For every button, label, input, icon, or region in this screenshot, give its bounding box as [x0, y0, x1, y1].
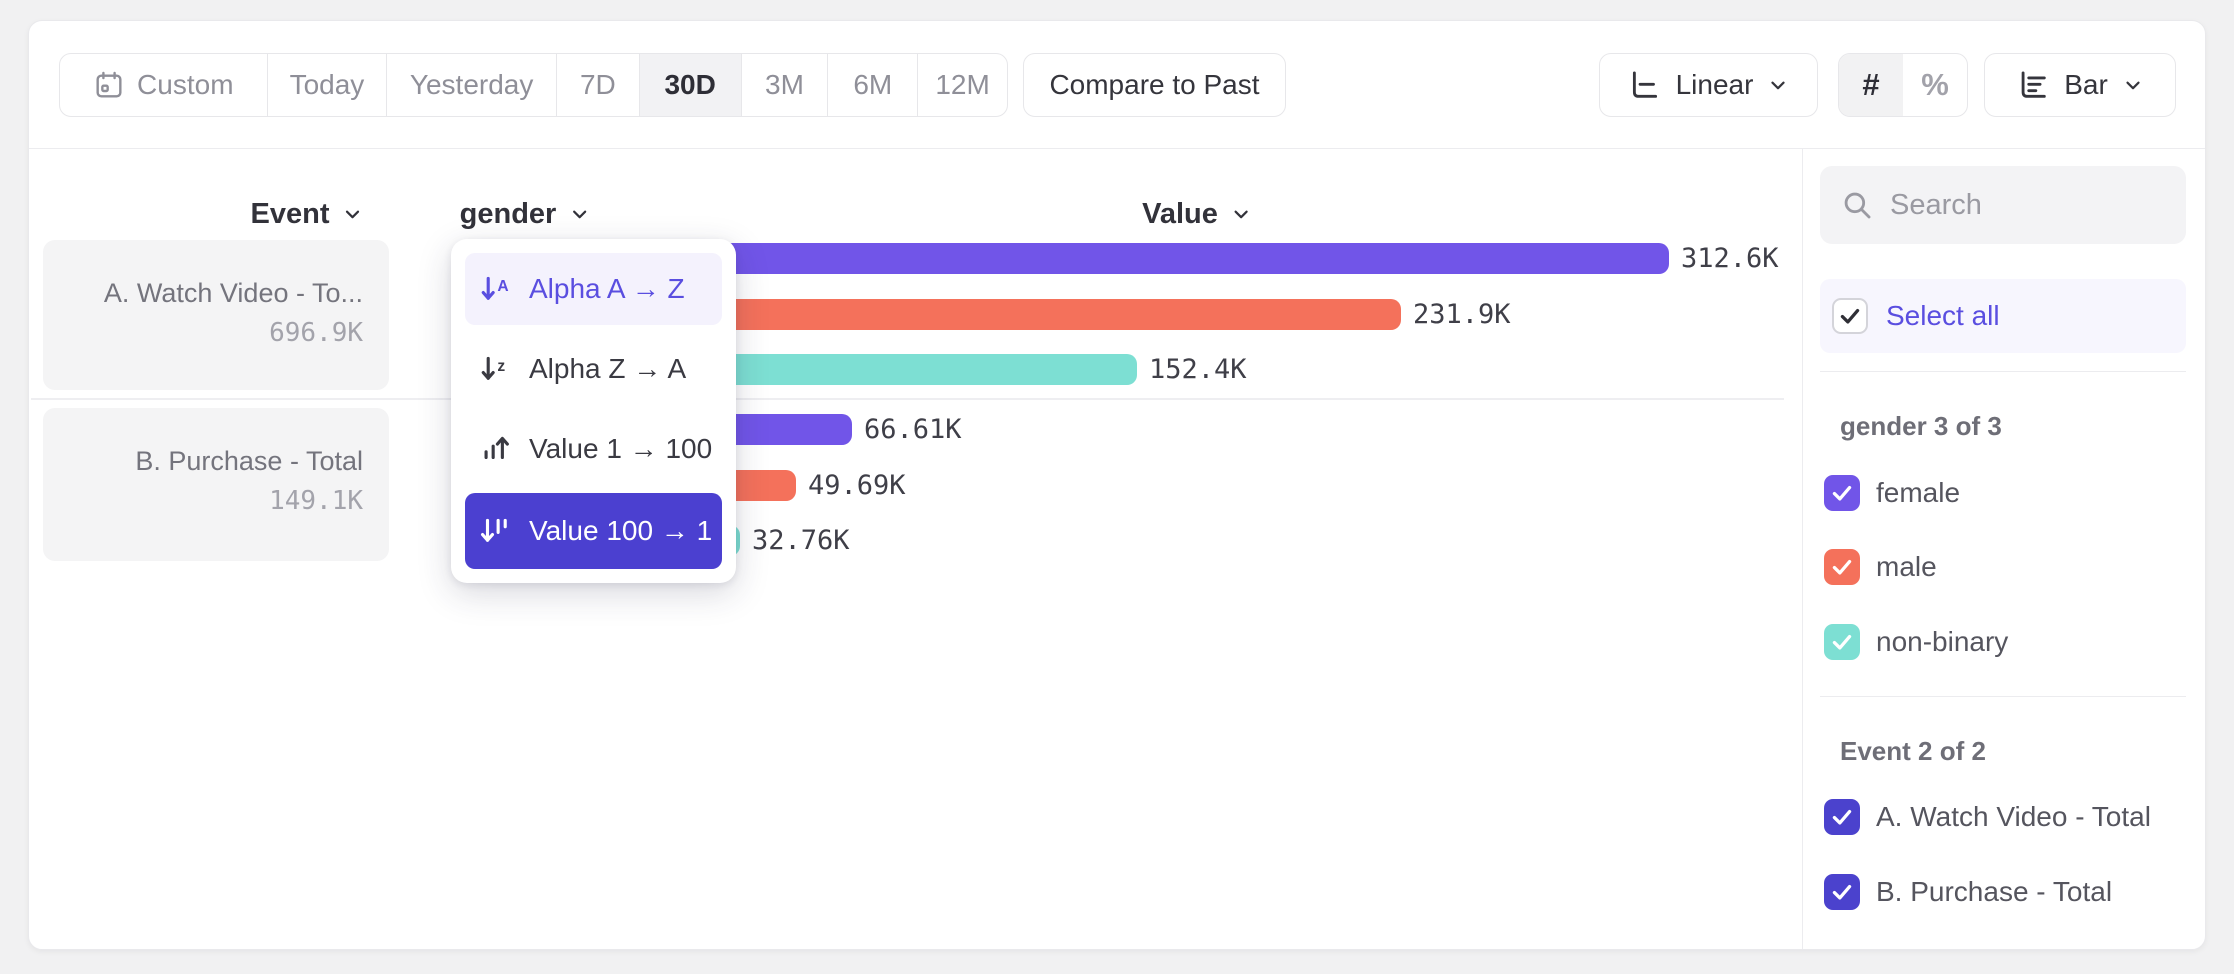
date-range-label: Custom — [137, 69, 234, 100]
bar-male[interactable] — [631, 299, 1401, 330]
date-range-3m[interactable]: 3M — [742, 54, 829, 116]
sort-menu-item-value-desc[interactable]: Value 100 → 1 — [465, 493, 722, 569]
sort-alpha-asc-icon: A — [479, 272, 513, 306]
compare-to-past-button[interactable]: Compare to Past — [1023, 53, 1286, 117]
filter-item-label: male — [1876, 551, 1937, 582]
chevron-down-icon — [568, 203, 590, 225]
column-header-event[interactable]: Event — [251, 197, 364, 231]
event-card[interactable]: B. Purchase - Total 149.1K — [43, 408, 389, 561]
date-range-segmented-control: Custom Today Yesterday 7D 30D 3M 6M 12M — [59, 53, 1008, 117]
sort-alpha-desc-icon: z — [479, 352, 513, 386]
toolbar-divider — [29, 148, 2205, 149]
column-header-gender[interactable]: gender — [460, 197, 591, 231]
sort-value-desc-icon — [479, 514, 513, 548]
column-header-value-label: Value — [1142, 197, 1218, 230]
linear-axis-icon — [1628, 68, 1662, 102]
chevron-down-icon — [1767, 74, 1789, 96]
event-card-total: 696.9K — [269, 318, 363, 348]
chart-type-dropdown-button[interactable]: Bar — [1984, 53, 2176, 117]
date-range-label: 30D — [664, 69, 716, 100]
sidebar-section-divider — [1820, 696, 2186, 697]
filter-item-label: female — [1876, 477, 1961, 508]
select-all-label: Select all — [1886, 300, 2000, 331]
date-range-today[interactable]: Today — [268, 54, 388, 116]
filter-item-label: A. Watch Video - Total — [1876, 801, 2151, 832]
bar-value-label: 152.4K — [1149, 354, 1247, 385]
bar-value-label: 231.9K — [1413, 299, 1511, 330]
filter-checkbox-checked[interactable] — [1824, 874, 1860, 910]
date-range-12m[interactable]: 12M — [918, 54, 1007, 116]
column-header-value[interactable]: Value — [1142, 197, 1252, 231]
absolute-values-toggle[interactable]: # — [1839, 54, 1903, 116]
date-range-label: 6M — [853, 69, 893, 100]
date-range-7d[interactable]: 7D — [557, 54, 640, 116]
sort-menu-item-alpha-desc[interactable]: z Alpha Z → A — [465, 333, 722, 405]
sidebar-section-title: gender 3 of 3 — [1840, 411, 2002, 441]
sort-menu-item-value-asc[interactable]: Value 1 → 100 — [465, 413, 722, 485]
date-range-label: 7D — [579, 69, 616, 100]
sort-menu-item-label: Alpha Z → A — [529, 353, 687, 384]
date-range-30d[interactable]: 30D — [639, 54, 742, 116]
calendar-icon — [93, 69, 125, 101]
filter-item-label: B. Purchase - Total — [1876, 876, 2113, 907]
column-header-gender-label: gender — [459, 197, 557, 230]
search-input[interactable] — [1890, 188, 2166, 222]
event-card-name: B. Purchase - Total — [135, 446, 363, 476]
row-divider — [31, 398, 1784, 400]
sort-menu-item-label: Value 100 → 1 — [529, 515, 713, 546]
filter-item-label: non-binary — [1876, 626, 2009, 657]
filter-item-b-purchase-total[interactable]: B. Purchase - Total — [1824, 874, 2112, 910]
value-format-toggle: #% — [1838, 53, 1968, 117]
sidebar-search-box — [1820, 166, 2186, 244]
date-range-label: 12M — [935, 69, 990, 100]
bar-value-label: 49.69K — [808, 470, 906, 501]
event-card-total: 149.1K — [269, 486, 363, 516]
sort-dropdown-menu: A Alpha A → Z z Alpha Z → A Value 1 → 100 Val… — [451, 239, 736, 583]
select-all-row[interactable]: Select all — [1820, 279, 2186, 353]
column-header-event-label: Event — [250, 197, 330, 230]
filter-sidebar: Select all gender 3 of 3 female male non-bi… — [1820, 149, 2186, 949]
bar-female[interactable] — [631, 243, 1669, 274]
report-card: Custom Today Yesterday 7D 30D 3M 6M 12M Compare… — [28, 20, 2206, 950]
chart-type-dropdown-label: Bar — [2064, 69, 2108, 100]
scale-dropdown-button[interactable]: Linear — [1599, 53, 1818, 117]
compare-to-past-label: Compare to Past — [1049, 69, 1260, 100]
svg-text:A: A — [497, 278, 508, 295]
bar-chart-icon — [2016, 68, 2050, 102]
filter-item-male[interactable]: male — [1824, 549, 1937, 585]
event-card[interactable]: A. Watch Video - To... 696.9K — [43, 240, 389, 390]
select-all-checkbox[interactable] — [1832, 298, 1868, 334]
sort-value-asc-icon — [479, 432, 513, 466]
bar-value-label: 312.6K — [1681, 243, 1779, 274]
filter-item-female[interactable]: female — [1824, 475, 1960, 511]
bar-value-label: 66.61K — [864, 414, 962, 445]
svg-text:z: z — [497, 358, 505, 375]
filter-item-a-watch-video-total[interactable]: A. Watch Video - Total — [1824, 799, 2151, 835]
chevron-down-icon — [2122, 74, 2144, 96]
filter-checkbox-checked[interactable] — [1824, 624, 1860, 660]
percent-values-toggle[interactable]: % — [1921, 67, 1949, 102]
sidebar-divider — [1802, 149, 1803, 949]
sidebar-section-divider — [1820, 371, 2186, 372]
filter-checkbox-checked[interactable] — [1824, 549, 1860, 585]
date-range-label: Today — [289, 69, 365, 100]
sort-menu-item-label: Value 1 → 100 — [529, 433, 713, 464]
date-range-custom[interactable]: Custom — [60, 54, 268, 116]
date-range-6m[interactable]: 6M — [828, 54, 919, 116]
sort-menu-item-label: Alpha A → Z — [529, 273, 685, 304]
scale-dropdown-label: Linear — [1675, 69, 1754, 100]
event-card-name: A. Watch Video - To... — [103, 278, 363, 308]
sidebar-section-title: Event 2 of 2 — [1840, 736, 1986, 766]
date-range-yesterday[interactable]: Yesterday — [387, 54, 557, 116]
chevron-down-icon — [1230, 203, 1252, 225]
filter-checkbox-checked[interactable] — [1824, 475, 1860, 511]
sort-menu-item-alpha-asc[interactable]: A Alpha A → Z — [465, 253, 722, 325]
bar-value-label: 32.76K — [752, 525, 850, 556]
chevron-down-icon — [341, 203, 363, 225]
date-range-label: Yesterday — [409, 69, 534, 100]
date-range-label: 3M — [765, 69, 804, 100]
filter-checkbox-checked[interactable] — [1824, 799, 1860, 835]
search-icon — [1840, 188, 1874, 222]
filter-item-non-binary[interactable]: non-binary — [1824, 624, 2008, 660]
